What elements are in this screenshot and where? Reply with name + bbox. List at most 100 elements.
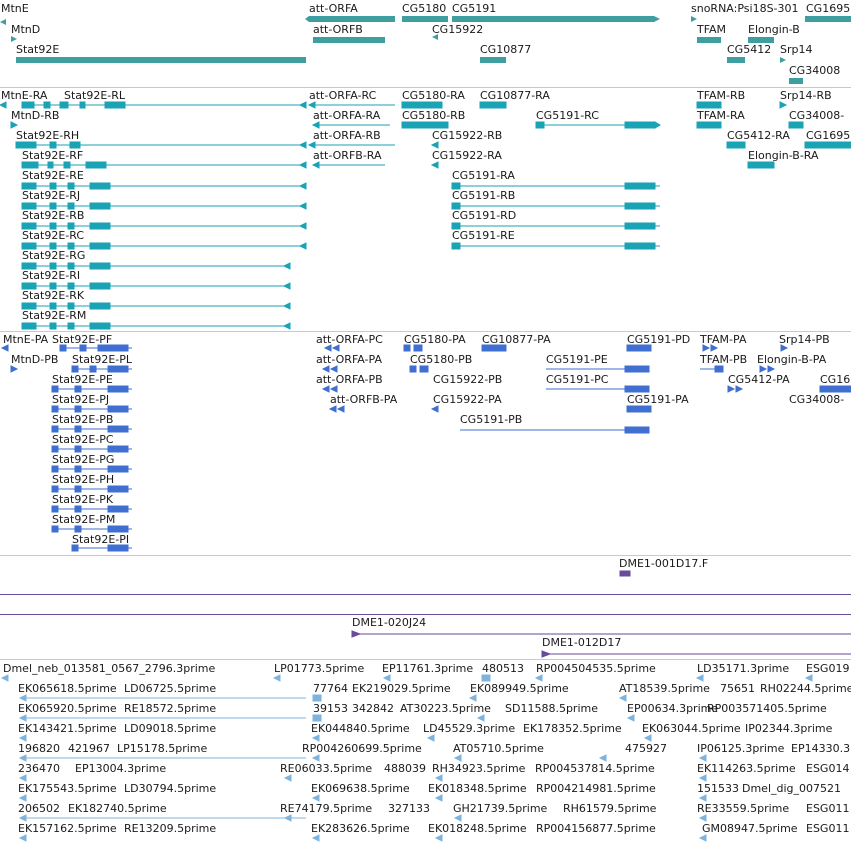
est-label[interactable]: Dmel_dig_007521	[742, 782, 842, 795]
gene-glyph-tfam[interactable]	[697, 37, 721, 43]
est-label[interactable]: EK069638.5prime	[311, 782, 410, 795]
prediction-label[interactable]: att-ORFA-PC	[316, 333, 383, 346]
est-label[interactable]: RH02244.5prime	[760, 682, 851, 695]
gene-glyph-elongin-b[interactable]	[748, 37, 774, 43]
est-label[interactable]: EK178352.5prime	[523, 722, 622, 735]
gene-label-tfam[interactable]: TFAM	[697, 23, 727, 36]
est-label[interactable]: Dmel_neb_013581_0567_2796.3prime	[3, 662, 216, 675]
prediction-label[interactable]: att-ORFA-PA	[316, 353, 382, 366]
est-label[interactable]: 39153	[313, 702, 348, 715]
transcript-label[interactable]: CG34008-	[789, 109, 845, 122]
est-label[interactable]: EP13004.3prime	[75, 762, 167, 775]
prediction-label[interactable]: MtnE-PA	[3, 333, 49, 346]
prediction-label[interactable]: att-ORFA-PB	[316, 373, 383, 386]
transcript-label[interactable]: Stat92E-RJ	[22, 189, 81, 202]
est-label[interactable]: LD09018.5prime	[124, 722, 217, 735]
est-label[interactable]: EK065618.5prime	[18, 682, 117, 695]
gene-label-cg5191[interactable]: CG5191	[452, 2, 497, 15]
est-label[interactable]: EK182740.5prime	[68, 802, 167, 815]
est-label[interactable]: LD30794.5prime	[124, 782, 217, 795]
prediction-label[interactable]: Stat92E-PL	[72, 353, 133, 366]
prediction-label[interactable]: Stat92E-PE	[52, 373, 113, 386]
gene-label-mtnd[interactable]: MtnD	[11, 23, 41, 36]
gene-label-att-orfa[interactable]: att-ORFA	[309, 2, 358, 15]
gene-glyph-att-orfb[interactable]	[313, 37, 385, 43]
transcript-label[interactable]: CG5191-RD	[452, 209, 517, 222]
transcript-label[interactable]: att-ORFB-RA	[313, 149, 382, 162]
est-label[interactable]: GM08947.5prime	[702, 822, 798, 835]
gene-glyph-att-orfa[interactable]	[309, 16, 395, 22]
est-label[interactable]: 480513	[482, 662, 524, 675]
est-label[interactable]: RP004260699.5prime	[302, 742, 422, 755]
transcript-label[interactable]: CG15922-RA	[432, 149, 502, 162]
est-label[interactable]: LP01773.5prime	[274, 662, 365, 675]
prediction-label[interactable]: CG5191-PA	[627, 393, 689, 406]
est-label[interactable]: ESG019	[806, 662, 850, 675]
est-label[interactable]: 206502	[18, 802, 60, 815]
gene-glyph-stat92e[interactable]	[16, 57, 306, 63]
transcript-label[interactable]: CG5180-RB	[402, 109, 466, 122]
gene-glyph-cg15922[interactable]	[432, 34, 438, 40]
prediction-label[interactable]: CG16	[820, 373, 851, 386]
prediction-label[interactable]: Stat92E-PH	[52, 473, 115, 486]
prediction-label[interactable]: CG5412-PA	[728, 373, 790, 386]
est-label[interactable]: EK175543.5prime	[18, 782, 117, 795]
est-label[interactable]: RH61579.5prime	[563, 802, 657, 815]
est-label[interactable]: ESG011	[806, 802, 850, 815]
est-label[interactable]: 196820	[18, 742, 60, 755]
est-label[interactable]: EK157162.5prime	[18, 822, 117, 835]
transcript-label[interactable]: CG10877-RA	[480, 89, 550, 102]
est-label[interactable]: LD35171.3prime	[697, 662, 790, 675]
prediction-label[interactable]: CG10877-PA	[482, 333, 551, 346]
prediction-label[interactable]: att-ORFB-PA	[330, 393, 398, 406]
est-label[interactable]: RP004156877.5prime	[536, 822, 656, 835]
gene-glyph-cg34008[interactable]	[789, 78, 803, 84]
est-label[interactable]: RE06033.5prime	[280, 762, 373, 775]
gene-glyph-cg10877[interactable]	[480, 57, 506, 63]
prediction-label[interactable]: CG34008-	[789, 393, 845, 406]
gene-label-cg15922[interactable]: CG15922	[432, 23, 484, 36]
transcript-label[interactable]: att-ORFA-RA	[313, 109, 381, 122]
transcript-label[interactable]: CG5191-RE	[452, 229, 515, 242]
transcript-label[interactable]: CG5191-RB	[452, 189, 516, 202]
gene-label-elongin-b[interactable]: Elongin-B	[748, 23, 800, 36]
transcript-label[interactable]: CG5191-RA	[452, 169, 515, 182]
est-label[interactable]: RE18572.5prime	[124, 702, 217, 715]
est-label[interactable]: RE74179.5prime	[280, 802, 373, 815]
est-label[interactable]: RH34923.5prime	[432, 762, 526, 775]
est-label[interactable]: 77764	[313, 682, 348, 695]
gene-label-snorna[interactable]: snoRNA:Psi18S-301	[691, 2, 799, 15]
transcript-label[interactable]: Stat92E-RC	[22, 229, 85, 242]
est-label[interactable]: 151533	[697, 782, 739, 795]
prediction-label[interactable]: Stat92E-PM	[52, 513, 116, 526]
est-label[interactable]: 342842	[352, 702, 394, 715]
gene-label-srp14[interactable]: Srp14	[780, 43, 813, 56]
gene-label-cg5180[interactable]: CG5180	[402, 2, 447, 15]
est-label[interactable]: 421967	[68, 742, 110, 755]
prediction-label[interactable]: CG5191-PB	[460, 413, 523, 426]
est-label[interactable]: EK044840.5prime	[311, 722, 410, 735]
prediction-label[interactable]: CG5191-PE	[546, 353, 608, 366]
est-label[interactable]: RP004214981.5prime	[536, 782, 656, 795]
prediction-label[interactable]: Stat92E-PC	[52, 433, 114, 446]
est-label[interactable]: 327133	[388, 802, 430, 815]
clone-label[interactable]: DME1-020J24	[352, 616, 427, 629]
est-label[interactable]: RE13209.5prime	[124, 822, 217, 835]
est-label[interactable]: 488039	[384, 762, 426, 775]
transcript-label[interactable]: CG1695	[806, 129, 851, 142]
est-label[interactable]: EK018348.5prime	[428, 782, 527, 795]
gene-label-mtne[interactable]: MtnE	[1, 2, 29, 15]
est-label[interactable]: EK063044.5prime	[642, 722, 741, 735]
est-label[interactable]: LD06725.5prime	[124, 682, 217, 695]
est-label[interactable]: EK089949.5prime	[470, 682, 569, 695]
prediction-label[interactable]: CG5180-PB	[410, 353, 473, 366]
est-label[interactable]: SD11588.5prime	[505, 702, 598, 715]
est-label[interactable]: EK219029.5prime	[352, 682, 451, 695]
gene-glyph-snorna[interactable]	[691, 16, 697, 22]
transcript-label[interactable]: Stat92E-RI	[22, 269, 81, 282]
transcript-label[interactable]: att-ORFA-RC	[309, 89, 377, 102]
est-label[interactable]: EK065920.5prime	[18, 702, 117, 715]
est-label[interactable]: RP003571405.5prime	[707, 702, 827, 715]
gene-glyph-mtnd[interactable]	[11, 36, 17, 42]
prediction-label[interactable]: Stat92E-PG	[52, 453, 115, 466]
